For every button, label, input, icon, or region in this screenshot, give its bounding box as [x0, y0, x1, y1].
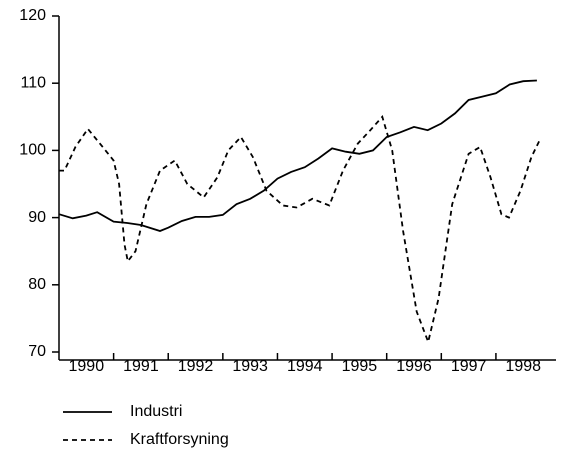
- series-line: [58, 79, 537, 232]
- legend-label: Kraftforsyning: [130, 431, 229, 448]
- y-tick-label: 80: [28, 276, 46, 293]
- x-tick-label: 1995: [342, 358, 378, 375]
- series-line: [59, 114, 541, 345]
- y-tick-label: 70: [28, 343, 46, 360]
- y-tick-label: 100: [19, 142, 46, 159]
- y-tick-label: 110: [20, 74, 46, 91]
- y-tick-label: 90: [28, 209, 46, 226]
- x-tick-label: 1998: [505, 358, 541, 375]
- x-tick-label: 1990: [69, 358, 105, 375]
- x-tick-label: 1993: [232, 358, 268, 375]
- y-tick-label: 120: [19, 7, 46, 24]
- legend-label: Industri: [130, 403, 182, 420]
- x-tick-label: 1992: [178, 358, 214, 375]
- x-tick-label: 1994: [287, 358, 323, 375]
- x-tick-label: 1996: [396, 358, 432, 375]
- x-tick-label: 1991: [123, 358, 159, 375]
- x-tick-label: 1997: [451, 358, 487, 375]
